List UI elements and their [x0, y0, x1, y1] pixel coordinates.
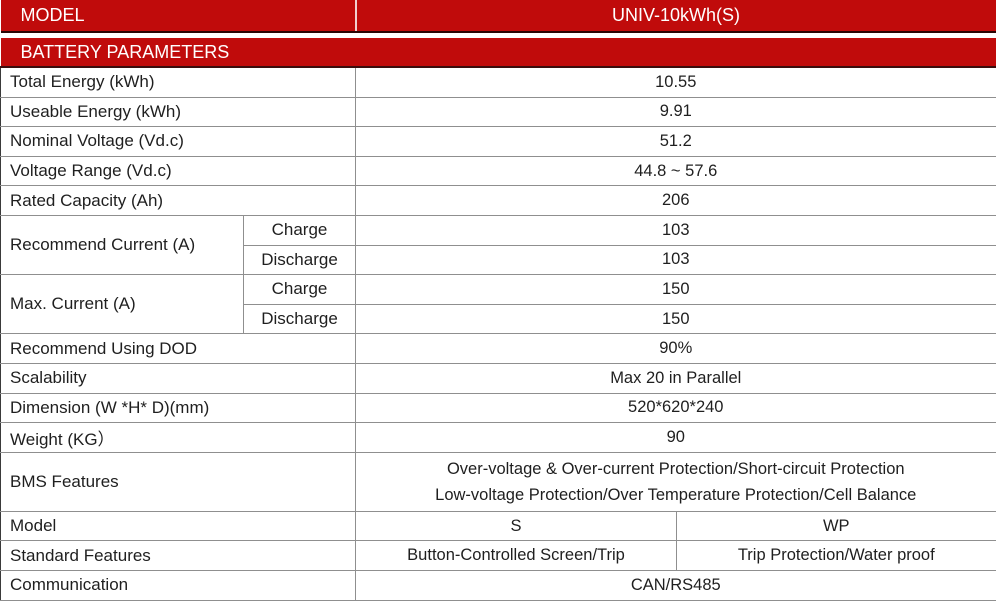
row-value: 44.8 ~ 57.6	[355, 155, 996, 187]
row-label: Communication	[0, 569, 356, 601]
row-label: Weight (KG）	[0, 422, 356, 453]
row-value-left: Button-Controlled Screen/Trip	[355, 540, 677, 571]
row-label: Dimension (W *H* D)(mm)	[0, 392, 356, 424]
row-sublabel: Discharge	[242, 244, 356, 276]
table-row: Weight (KG） 90	[0, 422, 996, 453]
row-value: 150	[355, 303, 996, 335]
bms-line-1: Over-voltage & Over-current Protection/S…	[446, 459, 905, 478]
row-value-right: Trip Protection/Water proof	[676, 540, 996, 571]
bms-features-row: BMS Features Over-voltage & Over-current…	[0, 451, 996, 512]
table-header-row: MODEL UNIV-10kWh(S)	[0, 0, 996, 33]
table-row: Recommend Using DOD 90%	[0, 333, 996, 364]
bms-line-2: Low-voltage Protection/Over Temperature …	[435, 485, 917, 504]
table-row: Voltage Range (Vd.c) 44.8 ~ 57.6	[0, 155, 996, 187]
row-sublabel: Charge	[242, 214, 356, 246]
row-label: Recommend Using DOD	[0, 333, 356, 364]
row-label: Voltage Range (Vd.c)	[0, 155, 356, 187]
row-value: CAN/RS485	[355, 569, 996, 601]
row-value: 51.2	[355, 126, 996, 157]
row-value: 90	[355, 422, 996, 453]
table-row-split: Standard Features Button-Controlled Scre…	[0, 540, 996, 571]
table-subrow: Discharge 103	[1, 244, 996, 276]
row-value: 9.91	[355, 96, 996, 128]
section-banner-title: BATTERY PARAMETERS	[0, 38, 996, 68]
table-row-group: Recommend Current (A) Charge 103	[0, 214, 996, 276]
table-row: Rated Capacity (Ah) 206	[0, 185, 996, 216]
row-value-right: WP	[676, 510, 996, 542]
table-row: Communication CAN/RS485	[0, 569, 996, 601]
row-label: Recommend Current (A)	[0, 214, 244, 276]
row-label: Nominal Voltage (Vd.c)	[0, 126, 356, 157]
row-value: 150	[355, 274, 996, 305]
row-label: Standard Features	[0, 540, 356, 571]
row-value: 90%	[355, 333, 996, 364]
header-gap-cell	[0, 32, 996, 38]
header-model-value: UNIV-10kWh(S)	[355, 0, 996, 33]
row-label: Rated Capacity (Ah)	[0, 185, 356, 216]
row-label: Model	[0, 510, 356, 542]
row-label: BMS Features	[0, 451, 356, 512]
row-value: 520*620*240	[355, 392, 996, 424]
row-value: 10.55	[355, 66, 996, 98]
table-row: Scalability Max 20 in Parallel	[0, 362, 996, 394]
row-sublabel: Discharge	[242, 303, 356, 335]
section-banner-row: BATTERY PARAMETERS	[0, 38, 996, 68]
row-label: Total Energy (kWh)	[0, 66, 356, 98]
row-value: 103	[355, 244, 996, 276]
table-row: Useable Energy (kWh) 9.91	[0, 96, 996, 128]
row-label: Scalability	[0, 362, 356, 394]
row-label: Useable Energy (kWh)	[0, 96, 356, 128]
header-model-label: MODEL	[0, 0, 357, 33]
row-value: Max 20 in Parallel	[355, 362, 996, 394]
table-row: Total Energy (kWh) 10.55	[0, 66, 996, 98]
row-sublabel: Charge	[242, 274, 356, 305]
table-subrow: Discharge 150	[1, 303, 996, 335]
header-gap	[0, 32, 996, 38]
table-row-group: Max. Current (A) Charge 150	[0, 274, 996, 335]
bms-features-value: Over-voltage & Over-current Protection/S…	[355, 451, 996, 512]
row-label: Max. Current (A)	[0, 274, 244, 335]
row-value: 103	[355, 214, 996, 246]
table-row: Dimension (W *H* D)(mm) 520*620*240	[0, 392, 996, 424]
row-value: 206	[355, 185, 996, 216]
table-row: Nominal Voltage (Vd.c) 51.2	[0, 126, 996, 157]
row-value-left: S	[355, 510, 677, 542]
table-row-split: Model S WP	[0, 510, 996, 542]
